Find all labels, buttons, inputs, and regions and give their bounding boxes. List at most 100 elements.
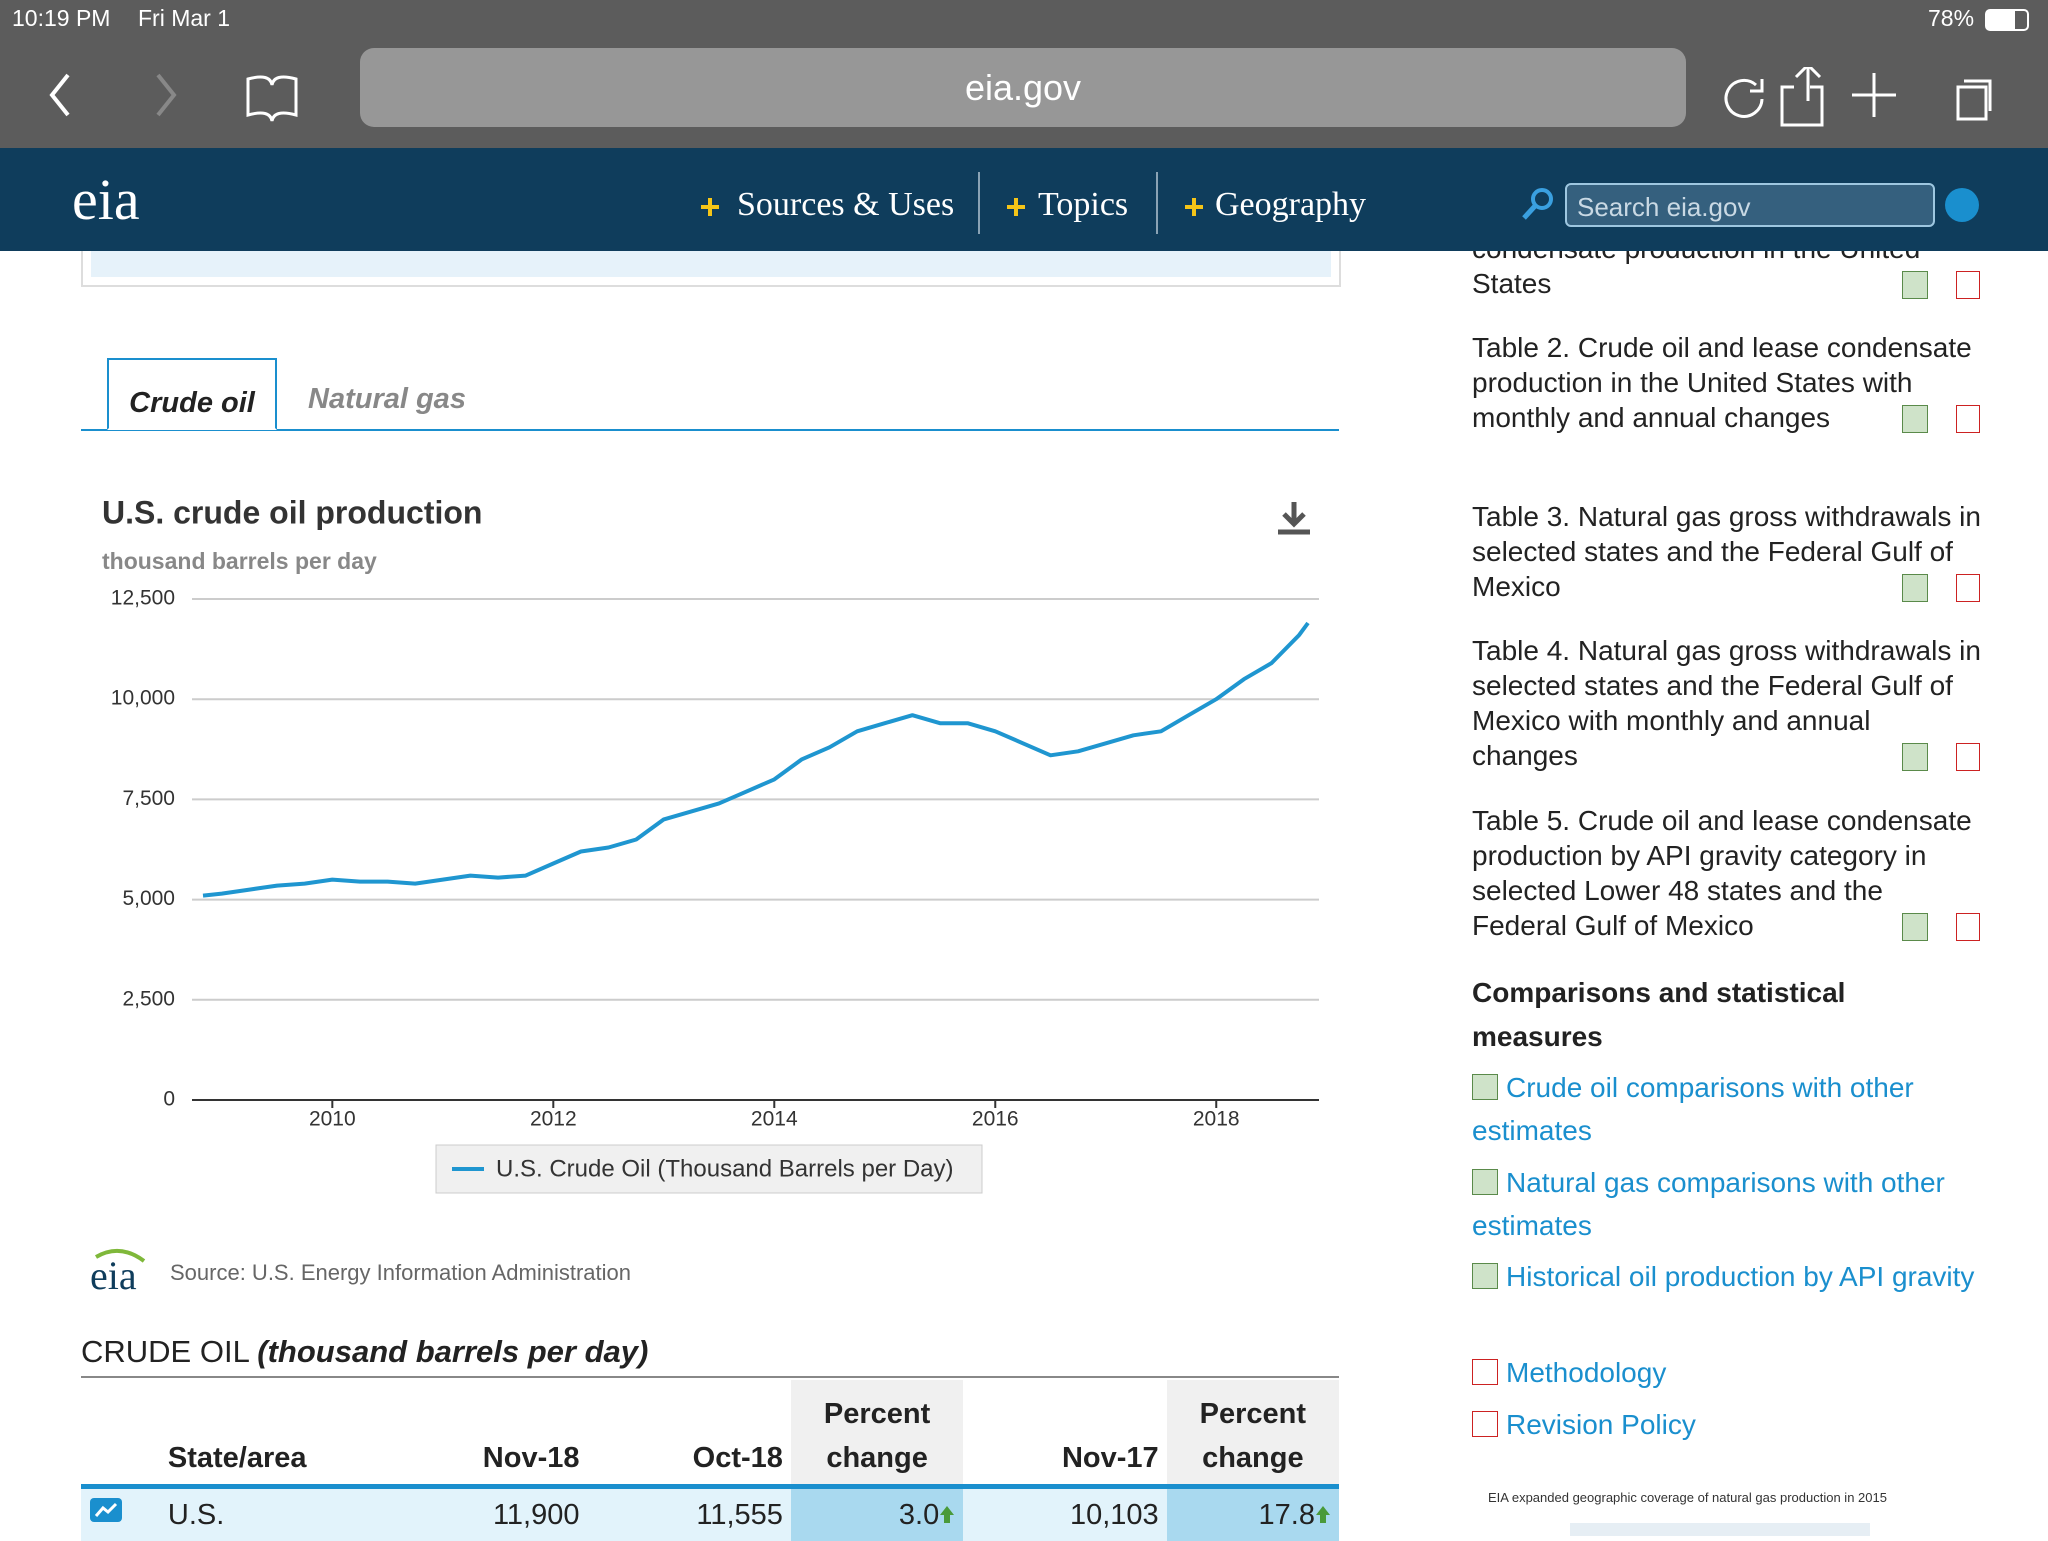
link-text: Methodology xyxy=(1506,1357,1666,1388)
table-title-note: (thousand barrels per day) xyxy=(257,1334,648,1369)
search-go[interactable] xyxy=(1945,188,1979,222)
cell-text: 11,555 xyxy=(696,1499,783,1531)
sidebar-link[interactable]: Methodology xyxy=(1472,1351,1992,1394)
search-box[interactable]: Search eia.gov xyxy=(1565,183,1935,227)
file-icons xyxy=(1902,271,1982,299)
chart-subtitle: thousand barrels per day xyxy=(102,548,377,574)
url-field[interactable]: eia.gov xyxy=(360,48,1686,127)
site-nav: eia Sources & Uses Topics Geography Sear… xyxy=(0,148,2048,251)
url-text: eia.gov xyxy=(965,67,1081,108)
file-icons xyxy=(1902,405,1982,433)
embed-remnant xyxy=(81,251,1341,287)
sidebar-link[interactable]: Natural gas comparisons with other estim… xyxy=(1472,1161,1992,1247)
file-icons xyxy=(1902,574,1982,602)
table-link[interactable]: Table 5. Crude oil and lease condensate … xyxy=(1472,803,1982,943)
table-cell: 11,555 xyxy=(588,1487,791,1541)
excel-icon[interactable] xyxy=(1902,405,1928,433)
tab-label: Crude oil xyxy=(129,387,255,419)
column-header: Percent change xyxy=(791,1380,963,1487)
link-icon xyxy=(1472,1263,1498,1289)
link-text: Natural gas comparisons with other estim… xyxy=(1472,1167,1945,1241)
time: 10:19 PM xyxy=(12,5,110,32)
share[interactable] xyxy=(1782,67,1822,125)
table-title-main: CRUDE OIL xyxy=(81,1334,249,1369)
table-cell: U.S. xyxy=(160,1487,384,1541)
sidebar-link[interactable]: Revision Policy xyxy=(1472,1403,1992,1446)
battery-icon xyxy=(1985,9,2029,31)
y-tick-label: 12,500 xyxy=(111,587,175,610)
map-thumb xyxy=(1490,1515,1990,1536)
section-heading: Comparisons and statistical measures xyxy=(1472,971,1932,1059)
tabs[interactable] xyxy=(1958,81,1990,119)
y-tick-label: 7,500 xyxy=(122,787,175,810)
cell-text: 10,103 xyxy=(1070,1499,1159,1531)
map-caption: EIA expanded geographic coverage of natu… xyxy=(1488,1490,1887,1505)
trend-icon[interactable] xyxy=(89,1497,125,1525)
y-tick-label: 2,500 xyxy=(122,987,175,1010)
bookmarks[interactable] xyxy=(248,77,296,121)
column-header: Oct-18 xyxy=(588,1380,791,1487)
pdf-icon[interactable] xyxy=(1956,913,1980,941)
tab-active[interactable]: Crude oil xyxy=(107,358,277,430)
excel-icon[interactable] xyxy=(1902,574,1928,602)
cell-text: 11,900 xyxy=(493,1499,580,1531)
search-placeholder: Search eia.gov xyxy=(1577,192,1750,222)
download-icon[interactable] xyxy=(1278,502,1310,532)
chart: U.S. crude oil production thousand barre… xyxy=(0,440,1360,1230)
cell-text: 3.0 xyxy=(899,1499,939,1531)
link-icon xyxy=(1472,1359,1498,1385)
sidebar-link[interactable]: Historical oil production by API gravity xyxy=(1472,1255,1992,1298)
table-rule xyxy=(81,1376,1339,1378)
nav-item[interactable]: Geography xyxy=(1215,186,1366,224)
up-arrow xyxy=(1315,1504,1331,1524)
table-link-text: Table 5. Crude oil and lease condensate … xyxy=(1472,805,1972,941)
column-header: Nov-18 xyxy=(384,1380,587,1487)
x-tick-label: 2018 xyxy=(1193,1108,1240,1131)
chart-title: U.S. crude oil production xyxy=(102,494,482,530)
status-bar: 10:19 PM Fri Mar 1 78% xyxy=(0,0,2048,37)
tab[interactable]: Natural gas xyxy=(308,383,466,416)
table-cell: 10,103 xyxy=(963,1487,1166,1541)
row-icon xyxy=(81,1487,160,1541)
forward[interactable] xyxy=(158,75,174,115)
table-row: U.S. 11,900 11,555 3.0 10,103 17.8 xyxy=(81,1487,1339,1541)
logo[interactable]: eia xyxy=(72,166,140,233)
back[interactable] xyxy=(52,75,68,115)
table-link[interactable]: Table 3. Natural gas gross withdrawals i… xyxy=(1472,499,1982,604)
link-text: Historical oil production by API gravity xyxy=(1506,1261,1974,1292)
pdf-icon[interactable] xyxy=(1956,574,1980,602)
source-logo: eia xyxy=(90,1252,137,1299)
cell-text: U.S. xyxy=(168,1499,224,1531)
excel-icon[interactable] xyxy=(1902,743,1928,771)
link-icon xyxy=(1472,1411,1498,1437)
column-header: Percent change xyxy=(1167,1380,1339,1487)
pdf-icon[interactable] xyxy=(1956,271,1980,299)
source-text: Source: U.S. Energy Information Administ… xyxy=(170,1260,631,1286)
link-icon xyxy=(1472,1169,1498,1195)
file-icons xyxy=(1902,743,1982,771)
excel-icon[interactable] xyxy=(1902,913,1928,941)
cell-text: 17.8 xyxy=(1259,1499,1315,1531)
pdf-icon[interactable] xyxy=(1956,743,1980,771)
y-tick-label: 0 xyxy=(163,1088,175,1111)
table-link[interactable]: Table 2. Crude oil and lease condensate … xyxy=(1472,330,1982,435)
new-tab[interactable] xyxy=(1852,73,1896,117)
separator xyxy=(1156,172,1158,234)
column-header: Nov-17 xyxy=(963,1380,1166,1487)
table-title: CRUDE OIL (thousand barrels per day) xyxy=(81,1334,648,1370)
x-tick-label: 2012 xyxy=(530,1108,577,1131)
data-line xyxy=(203,623,1308,896)
nav-item[interactable]: Sources & Uses xyxy=(737,186,954,224)
browser-bar: eia.gov xyxy=(0,37,2048,148)
excel-icon[interactable] xyxy=(1902,271,1928,299)
pdf-icon[interactable] xyxy=(1956,405,1980,433)
legend-label: U.S. Crude Oil (Thousand Barrels per Day… xyxy=(496,1155,954,1182)
table-link[interactable]: Table 4. Natural gas gross withdrawals i… xyxy=(1472,633,1982,773)
table-link-text: Table 2. Crude oil and lease condensate … xyxy=(1472,332,1972,433)
y-tick-label: 10,000 xyxy=(111,687,175,710)
sidebar-link[interactable]: Crude oil comparisons with other estimat… xyxy=(1472,1066,1992,1152)
reload[interactable] xyxy=(1726,79,1762,116)
nav-item[interactable]: Topics xyxy=(1038,186,1128,224)
